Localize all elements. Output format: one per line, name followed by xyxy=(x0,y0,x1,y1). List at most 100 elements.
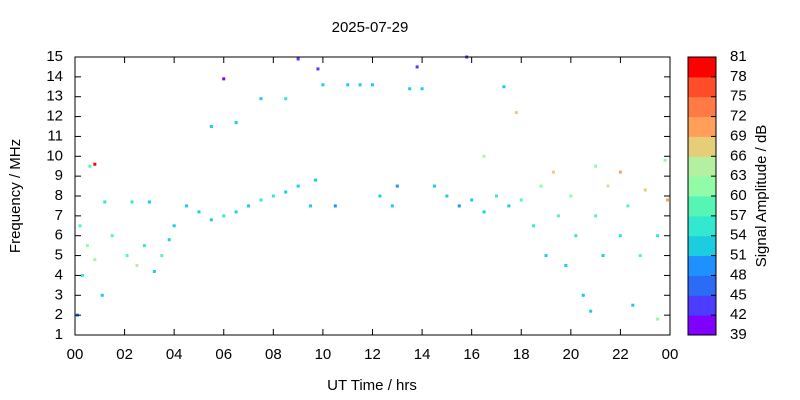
data-point xyxy=(606,184,610,188)
data-point xyxy=(284,190,288,194)
data-point xyxy=(544,254,548,258)
y-tick-label: 9 xyxy=(55,167,63,184)
y-tick-label: 3 xyxy=(55,286,63,303)
colorbar-band xyxy=(688,76,716,98)
colorbar-band xyxy=(688,315,716,336)
colorbar-band xyxy=(688,176,716,197)
y-tick-label: 10 xyxy=(46,147,63,164)
data-point xyxy=(152,269,156,273)
colorbar-tick-label: 57 xyxy=(730,207,747,224)
data-point xyxy=(457,204,461,208)
data-point xyxy=(494,194,498,198)
data-point xyxy=(259,198,263,202)
data-point xyxy=(160,254,164,258)
x-tick-label: 16 xyxy=(463,346,480,363)
data-point xyxy=(93,258,97,262)
y-tick-label: 1 xyxy=(55,326,63,343)
data-point xyxy=(271,194,275,198)
data-point xyxy=(514,111,518,115)
data-point xyxy=(638,254,642,258)
data-point xyxy=(395,184,399,188)
colorbar-band xyxy=(688,235,716,257)
colorbar-tick-label: 51 xyxy=(730,247,747,264)
data-point xyxy=(618,170,622,174)
colorbar-tick-label: 66 xyxy=(730,147,747,164)
data-point xyxy=(574,234,578,238)
data-point xyxy=(643,188,647,192)
colorbar-tick-label: 69 xyxy=(730,127,747,144)
colorbar-band xyxy=(688,57,716,78)
data-point xyxy=(222,214,226,218)
colorbar-label: Signal Amplitude / dB xyxy=(753,125,770,268)
colorbar-tick-label: 75 xyxy=(730,88,747,105)
data-point xyxy=(482,154,486,158)
x-tick-label: 00 xyxy=(662,346,679,363)
colorbar-band xyxy=(688,156,716,177)
data-point xyxy=(594,214,598,218)
colorbar-band xyxy=(688,295,716,316)
data-point xyxy=(420,87,424,91)
data-point xyxy=(666,198,670,202)
data-point xyxy=(135,264,139,267)
data-point xyxy=(346,83,350,87)
x-tick-label: 14 xyxy=(414,346,431,363)
data-point xyxy=(100,293,104,297)
data-point xyxy=(432,184,436,188)
data-point xyxy=(507,204,511,208)
data-point xyxy=(313,178,317,182)
data-point xyxy=(296,57,300,61)
data-point xyxy=(656,317,660,321)
x-tick-label: 00 xyxy=(67,346,84,363)
data-point xyxy=(103,200,107,204)
data-point xyxy=(209,218,213,222)
colorbar-tick-label: 63 xyxy=(730,167,747,184)
data-point xyxy=(631,303,635,307)
y-tick-label: 7 xyxy=(55,207,63,224)
x-tick-label: 08 xyxy=(265,346,282,363)
data-point xyxy=(125,254,129,258)
y-tick-label: 5 xyxy=(55,247,63,264)
colorbar-tick-label: 81 xyxy=(730,48,747,65)
y-tick-label: 4 xyxy=(55,266,63,283)
colorbar-tick-label: 48 xyxy=(730,266,747,283)
data-point xyxy=(470,198,474,202)
data-point xyxy=(594,164,598,168)
colorbar-band xyxy=(688,196,716,217)
data-point xyxy=(390,204,394,208)
data-point xyxy=(556,214,560,218)
data-point xyxy=(519,198,523,202)
data-point xyxy=(618,234,622,238)
data-point xyxy=(167,238,171,242)
data-point xyxy=(197,210,201,214)
colorbar-tick-label: 45 xyxy=(730,286,747,303)
x-tick-label: 10 xyxy=(315,346,332,363)
data-point xyxy=(234,121,238,125)
data-point xyxy=(209,125,213,128)
data-point xyxy=(502,85,506,89)
data-point xyxy=(569,194,573,198)
x-tick-label: 12 xyxy=(364,346,381,363)
colorbar-tick-label: 78 xyxy=(730,68,747,85)
data-point xyxy=(234,210,238,214)
data-point xyxy=(247,204,251,208)
data-point xyxy=(601,254,605,258)
colorbar-band xyxy=(688,215,716,237)
data-point xyxy=(85,244,89,248)
colorbar-tick-label: 54 xyxy=(730,227,747,244)
y-tick-label: 6 xyxy=(55,227,63,244)
data-point xyxy=(551,170,555,174)
colorbar-tick-label: 39 xyxy=(730,326,747,343)
data-point xyxy=(185,204,189,208)
data-point xyxy=(222,77,226,81)
y-tick-label: 14 xyxy=(46,68,63,85)
data-point xyxy=(445,194,449,198)
data-point xyxy=(358,83,362,87)
y-tick-label: 12 xyxy=(46,108,63,125)
data-point xyxy=(110,234,114,238)
y-tick-label: 15 xyxy=(46,48,63,65)
colorbar-band xyxy=(688,96,716,118)
data-point xyxy=(589,309,593,313)
y-tick-label: 8 xyxy=(55,187,63,204)
x-tick-label: 06 xyxy=(215,346,232,363)
y-tick-label: 11 xyxy=(47,127,63,144)
